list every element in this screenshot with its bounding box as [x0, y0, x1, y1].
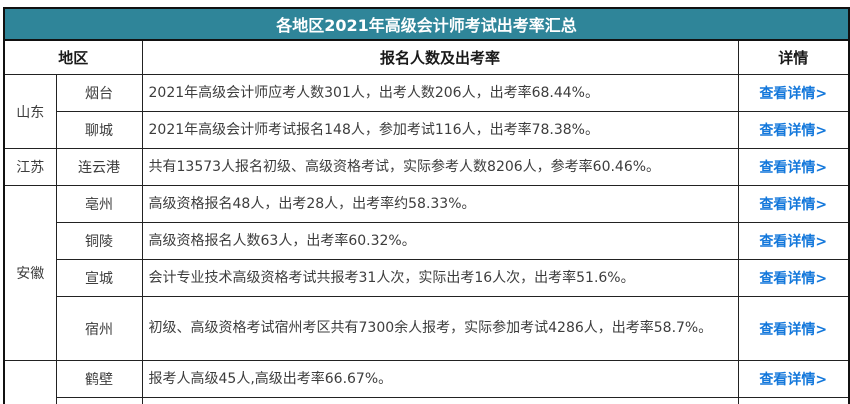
table-row: 山东 烟台 2021年高级会计师应考人数301人，出考人数206人，出考率68.… [3, 74, 850, 149]
view-details-link[interactable]: 查看详情> [759, 271, 828, 287]
result-text: 2021年高级会计师考试报名148人，参加考试116人，出考率78.38%。 [141, 111, 739, 149]
city-cell-xinxiang: 新乡 [55, 397, 143, 404]
header-info: 报名人数及出考率 [141, 39, 739, 75]
table-row: 宿州 初级、高级资格考试宿州考区共有7300余人报考，实际参加考试4286人，出… [4, 296, 850, 361]
province-cell-anhui: 安徽 [3, 185, 57, 361]
detail-cell: 查看详情> [737, 296, 850, 361]
detail-cell: 查看详情> [737, 397, 850, 404]
city-cell-liaocheng: 聊城 [55, 111, 143, 149]
result-text: 2021年高级会计师应考人数301人，出考人数206人，出考率68.44%。 [141, 74, 739, 112]
detail-cell: 查看详情> [737, 148, 850, 186]
table-row: 新乡 共91人报名，参加考试63人，参考率69.23%。 查看详情> [4, 397, 850, 404]
view-details-link[interactable]: 查看详情> [759, 160, 828, 176]
result-text: 共91人报名，参加考试63人，参考率69.23%。 [141, 397, 739, 404]
province-cell-henan: 河南 [3, 360, 57, 404]
table-row: 铜陵 高级资格报名人数63人，出考率60.32%。 查看详情> [4, 222, 850, 260]
view-details-link[interactable]: 查看详情> [759, 123, 828, 139]
table-row: 江苏 连云港 共有13573人报名初级、高级资格考试，实际参考人数8206人，参… [3, 148, 850, 186]
province-cell-jiangsu: 江苏 [3, 148, 57, 186]
table-row: 河南 鹤壁 报考人高级45人,高级出考率66.67%。 查看详情> [3, 360, 850, 404]
table-title: 各地区2021年高级会计师考试出考率汇总 [2, 7, 850, 41]
view-details-link[interactable]: 查看详情> [759, 86, 828, 102]
header-detail: 详情 [737, 39, 850, 75]
view-details-link[interactable]: 查看详情> [759, 372, 828, 388]
result-text: 会计专业技术高级资格考试共报考31人次，实际出考16人次，出考率51.6%。 [141, 259, 739, 297]
result-text: 高级资格报名48人，出考28人，出考率约58.33%。 [141, 185, 739, 223]
city-cell-lianyungang: 连云港 [55, 148, 143, 186]
result-text: 报考人高级45人,高级出考率66.67%。 [141, 360, 739, 398]
detail-cell: 查看详情> [737, 111, 850, 149]
city-cell-tongling: 铜陵 [55, 222, 143, 260]
detail-cell: 查看详情> [737, 74, 850, 112]
province-cell-shandong: 山东 [3, 74, 57, 149]
table-row: 宣城 会计专业技术高级资格考试共报考31人次，实际出考16人次，出考率51.6%… [4, 259, 850, 297]
city-cell-yantai: 烟台 [55, 74, 143, 112]
table-row: 安徽 亳州 高级资格报名48人，出考28人，出考率约58.33%。 查看详情> [3, 185, 850, 361]
city-cell-bozhou: 亳州 [55, 185, 143, 223]
city-cell-suzhou: 宿州 [55, 296, 143, 361]
table-row: 聊城 2021年高级会计师考试报名148人，参加考试116人，出考率78.38%… [4, 111, 850, 149]
attendance-summary-table: 各地区2021年高级会计师考试出考率汇总 地区 报名人数及出考率 详情 山东 烟… [2, 7, 850, 404]
detail-cell: 查看详情> [737, 259, 850, 297]
header-region: 地区 [3, 39, 143, 75]
detail-cell: 查看详情> [737, 360, 850, 398]
city-cell-xuancheng: 宣城 [55, 259, 143, 297]
detail-cell: 查看详情> [737, 185, 850, 223]
view-details-link[interactable]: 查看详情> [759, 234, 828, 250]
view-details-link[interactable]: 查看详情> [759, 321, 828, 338]
detail-cell: 查看详情> [737, 222, 850, 260]
view-details-link[interactable]: 查看详情> [759, 197, 828, 213]
result-text: 共有13573人报名初级、高级资格考试，实际参考人数8206人，参考率60.46… [141, 148, 739, 186]
result-text: 初级、高级资格考试宿州考区共有7300余人报考，实际参加考试4286人，出考率5… [141, 296, 739, 361]
result-text: 高级资格报名人数63人，出考率60.32%。 [141, 222, 739, 260]
city-cell-hebi: 鹤壁 [55, 360, 143, 398]
